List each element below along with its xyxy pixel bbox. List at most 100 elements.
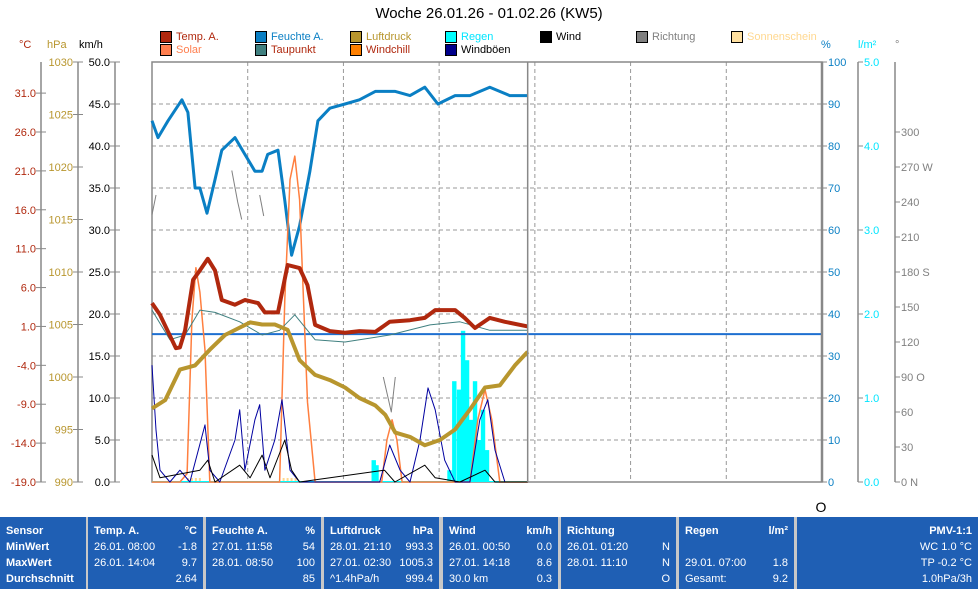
legend-swatch	[255, 31, 267, 43]
tick-label-direction: 0 N	[901, 477, 918, 489]
series-line-wind	[151, 439, 528, 483]
legend-swatch	[540, 31, 552, 43]
tick-label-humidity: 0	[828, 477, 834, 489]
tick-label-wind: 15.0	[89, 351, 110, 363]
table-row: Richtung	[567, 523, 670, 539]
sunshine-bar	[198, 478, 201, 482]
tick-label-temp: 16.0	[15, 205, 36, 217]
cell-value: 54	[302, 541, 315, 553]
table-row: MaxWert	[6, 555, 80, 571]
rain-bar	[468, 419, 474, 482]
legend-item: Luftdruck	[350, 31, 411, 43]
series-line-richtung	[382, 376, 396, 413]
rain-bar	[484, 450, 490, 482]
pmv-value: WC 1.0 °C	[919, 541, 972, 553]
column-richtung: Richtung 26.01. 01:20 N 28.01. 11:10 N O	[561, 517, 676, 589]
series-line-richtung	[151, 194, 157, 215]
cell-timestamp: 28.01. 21:10	[330, 541, 392, 553]
sunshine-bar	[194, 478, 197, 482]
cell-value: 0.0	[536, 541, 552, 553]
table-row: Feuchte A.%	[212, 523, 315, 539]
legend-label: Wind	[556, 31, 582, 43]
axis-unit-humidity: %	[821, 39, 831, 51]
tick-label-humidity: 60	[828, 225, 840, 237]
legend-item: Taupunkt	[255, 44, 316, 56]
pmv-value: 1.0hPa/3h	[921, 573, 972, 585]
cell-timestamp: 27.01. 02:30	[330, 557, 392, 569]
column-regen: Regen l/m² 29.01. 07:00 1.8 Gesamt: 9.2	[679, 517, 794, 589]
tick-label-rain: 2.0	[864, 309, 879, 321]
rain-bar	[480, 409, 486, 482]
tick-label-temp: 11.0	[15, 244, 36, 256]
tick-label-wind: 45.0	[89, 99, 110, 111]
cell-timestamp: 26.01. 00:50	[449, 541, 511, 553]
tick-label-humidity: 100	[828, 57, 846, 69]
tick-label-rain: 4.0	[864, 141, 879, 153]
cell-timestamp: Gesamt:	[685, 573, 727, 585]
cell-value: 9.2	[772, 573, 788, 585]
table-row: Regen l/m²	[685, 523, 788, 539]
rain-bar	[447, 470, 452, 482]
sunshine-bar	[294, 478, 297, 482]
tick-label-direction: 300	[901, 127, 919, 139]
cell-value: -1.8	[178, 541, 197, 553]
tick-label-direction: 180 S	[901, 267, 930, 279]
table-row: Durchschnitt	[6, 571, 80, 587]
cell-timestamp: 28.01. 08:50	[212, 557, 274, 569]
legend-label: Luftdruck	[366, 31, 412, 43]
tick-label-direction: 30	[901, 442, 913, 454]
table-row: ^1.4hPa/h 999.4	[330, 571, 433, 587]
table-row: 28.01. 11:10 N	[567, 555, 670, 571]
column-wind: Wind km/h 26.01. 00:50 0.0 27.01. 14:18 8.6 30…	[443, 517, 558, 589]
legend-swatch	[160, 44, 172, 56]
cell-value: 8.6	[536, 557, 552, 569]
table-row: Gesamt: 9.2	[685, 571, 788, 587]
row-label: MaxWert	[6, 557, 52, 569]
tick-label-temp: -19.0	[11, 477, 36, 489]
axis-unit-direction: °	[895, 39, 900, 51]
tick-label-humidity: 80	[828, 141, 840, 153]
tick-label-rain: 1.0	[864, 393, 879, 405]
legend-label: Taupunkt	[271, 44, 316, 56]
tick-label-temp: -14.0	[11, 438, 36, 450]
series-line-taupunkt	[151, 309, 528, 343]
cell-timestamp: 28.01. 11:10	[567, 557, 628, 569]
column-header: Regen	[685, 525, 719, 537]
legend-item: Solar	[160, 44, 202, 56]
cell-timestamp: 26.01. 01:20	[567, 541, 629, 553]
legend-swatch	[350, 44, 362, 56]
tick-label-direction: 150	[901, 302, 919, 314]
table-row: 30.0 km 0.3	[449, 571, 552, 587]
tick-label-humidity: 10	[828, 435, 840, 447]
legend-label: Solar	[176, 44, 202, 56]
tick-label-wind: 5.0	[95, 435, 110, 447]
legend-swatch	[445, 31, 457, 43]
legend-swatch	[255, 44, 267, 56]
column-header: Sensor	[6, 525, 44, 537]
cell-value: 0.3	[536, 573, 552, 585]
cell-value: 993.3	[405, 541, 433, 553]
legend-item: Temp. A.	[160, 31, 219, 43]
tick-label-humidity: 30	[828, 351, 840, 363]
tick-label-pressure: 1010	[49, 267, 73, 279]
series-line-richtung	[259, 194, 265, 217]
tick-label-pressure: 1025	[49, 110, 73, 122]
legend-label: Feuchte A.	[271, 31, 324, 43]
legend-swatch	[160, 31, 172, 43]
rain-bar	[456, 389, 462, 482]
cell-value: 85	[302, 573, 315, 585]
table-row: TP -0.2 °C	[803, 555, 972, 571]
cell-value: 2.64	[175, 573, 197, 585]
tick-label-humidity: 40	[828, 309, 840, 321]
tick-label-wind: 35.0	[89, 183, 110, 195]
tick-label-temp: 21.0	[15, 166, 36, 178]
cell-value: 1.8	[772, 557, 788, 569]
legend-item: Regen	[445, 31, 493, 43]
column-unit: %	[305, 525, 315, 537]
table-row: 29.01. 07:00 1.8	[685, 555, 788, 571]
legend-swatch	[350, 31, 362, 43]
tick-label-temp: -9.0	[17, 399, 36, 411]
table-row: 28.01. 21:10 993.3	[330, 539, 433, 555]
sunshine-bar	[290, 478, 293, 482]
tick-label-pressure: 1020	[49, 162, 73, 174]
